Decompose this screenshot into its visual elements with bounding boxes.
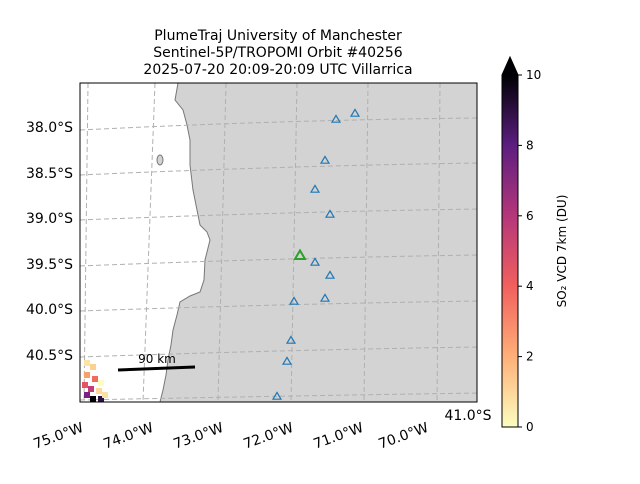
grid-line <box>80 208 477 221</box>
title: PlumeTraj University of Manchester Senti… <box>143 28 412 78</box>
so2-pixel <box>88 386 94 392</box>
volcano <box>319 293 331 302</box>
so2-pixel <box>84 392 90 398</box>
map-area: 90 km <box>80 83 477 402</box>
grid-line <box>436 83 441 402</box>
lat-label: 38.0°S <box>26 120 73 136</box>
volcano <box>330 114 342 123</box>
colorbar-tick-label: 10 <box>526 68 541 82</box>
so2-pixel <box>84 360 90 366</box>
lat-label: 39.5°S <box>26 257 73 273</box>
grid-line <box>363 83 369 402</box>
island <box>156 154 164 166</box>
colorbar-ticks: 0 2 4 6 8 10 <box>518 68 541 434</box>
lon-label: 70.0°W <box>376 420 430 453</box>
so2-pixel <box>102 392 108 398</box>
colorbar: 0 2 4 6 8 10 SO₂ VCD 7km (DU) <box>501 55 569 434</box>
title-line: 2025-07-20 20:09-20:09 UTC Villarrica <box>143 62 412 78</box>
colorbar-tick-label: 2 <box>526 350 534 364</box>
lon-label: 72.0°W <box>241 420 295 453</box>
so2-pixel <box>90 364 96 370</box>
volcano <box>319 155 331 164</box>
colorbar-tick-label: 8 <box>526 138 534 152</box>
grid-line <box>80 346 477 358</box>
grid-line <box>80 392 477 401</box>
title-line: Sentinel-5P/TROPOMI Orbit #40256 <box>153 45 403 61</box>
so2-pixels <box>82 360 108 402</box>
lat-label: 40.0°S <box>26 302 73 318</box>
grid-line <box>142 83 156 402</box>
lat-labels: 38.0°S 38.5°S 39.0°S 39.5°S 40.0°S 40.5°S <box>26 120 73 364</box>
so2-pixel <box>98 396 104 402</box>
grid-line <box>80 254 477 267</box>
volcano <box>281 356 293 365</box>
volcano <box>293 248 307 260</box>
so2-pixel <box>98 380 104 386</box>
lon-labels: 75.0°W 74.0°W 73.0°W 72.0°W 71.0°W 70.0°W <box>31 420 430 453</box>
colorbar-tick-label: 0 <box>526 420 534 434</box>
colorbar-extend <box>502 57 518 75</box>
grid-line <box>80 162 477 176</box>
volcano <box>349 108 361 117</box>
lat-label: 40.5°S <box>26 348 73 364</box>
so2-pixel <box>92 376 98 382</box>
volcanoes <box>271 108 361 400</box>
grid-line <box>217 83 227 402</box>
volcano <box>271 391 283 400</box>
grid-line <box>80 300 477 312</box>
colorbar-outline <box>501 55 519 428</box>
title-line: PlumeTraj University of Manchester <box>154 28 402 44</box>
colorbar-tick-label: 6 <box>526 209 534 223</box>
so2-pixel <box>84 372 90 378</box>
lon-label: 75.0°W <box>31 420 85 453</box>
volcano <box>309 257 321 266</box>
graticule <box>80 83 477 402</box>
colorbar-tick-label: 4 <box>526 279 534 293</box>
grid-line <box>80 117 477 131</box>
volcano <box>288 296 300 305</box>
so2-pixel <box>90 396 96 402</box>
lat-label: 39.0°S <box>26 211 73 227</box>
map-frame <box>79 82 478 403</box>
volcano <box>324 270 336 279</box>
scale-bar-label: 90 km <box>138 352 176 366</box>
scale-bar <box>117 365 196 372</box>
lon-label: 74.0°W <box>101 420 155 453</box>
lon-label: 73.0°W <box>171 420 225 453</box>
so2-pixel <box>82 382 88 388</box>
colorbar-label: SO₂ VCD 7km (DU) <box>555 195 569 308</box>
so2-pixel <box>96 388 102 394</box>
colorbar-scale <box>502 75 518 427</box>
corner-label: 41.0°S <box>444 408 491 424</box>
volcano <box>285 335 297 344</box>
lat-label: 38.5°S <box>26 166 73 182</box>
grid-line <box>290 83 298 402</box>
grid-line <box>83 83 89 402</box>
land <box>159 83 477 402</box>
volcano <box>309 184 321 193</box>
volcano <box>324 209 336 218</box>
lon-label: 71.0°W <box>311 420 365 453</box>
